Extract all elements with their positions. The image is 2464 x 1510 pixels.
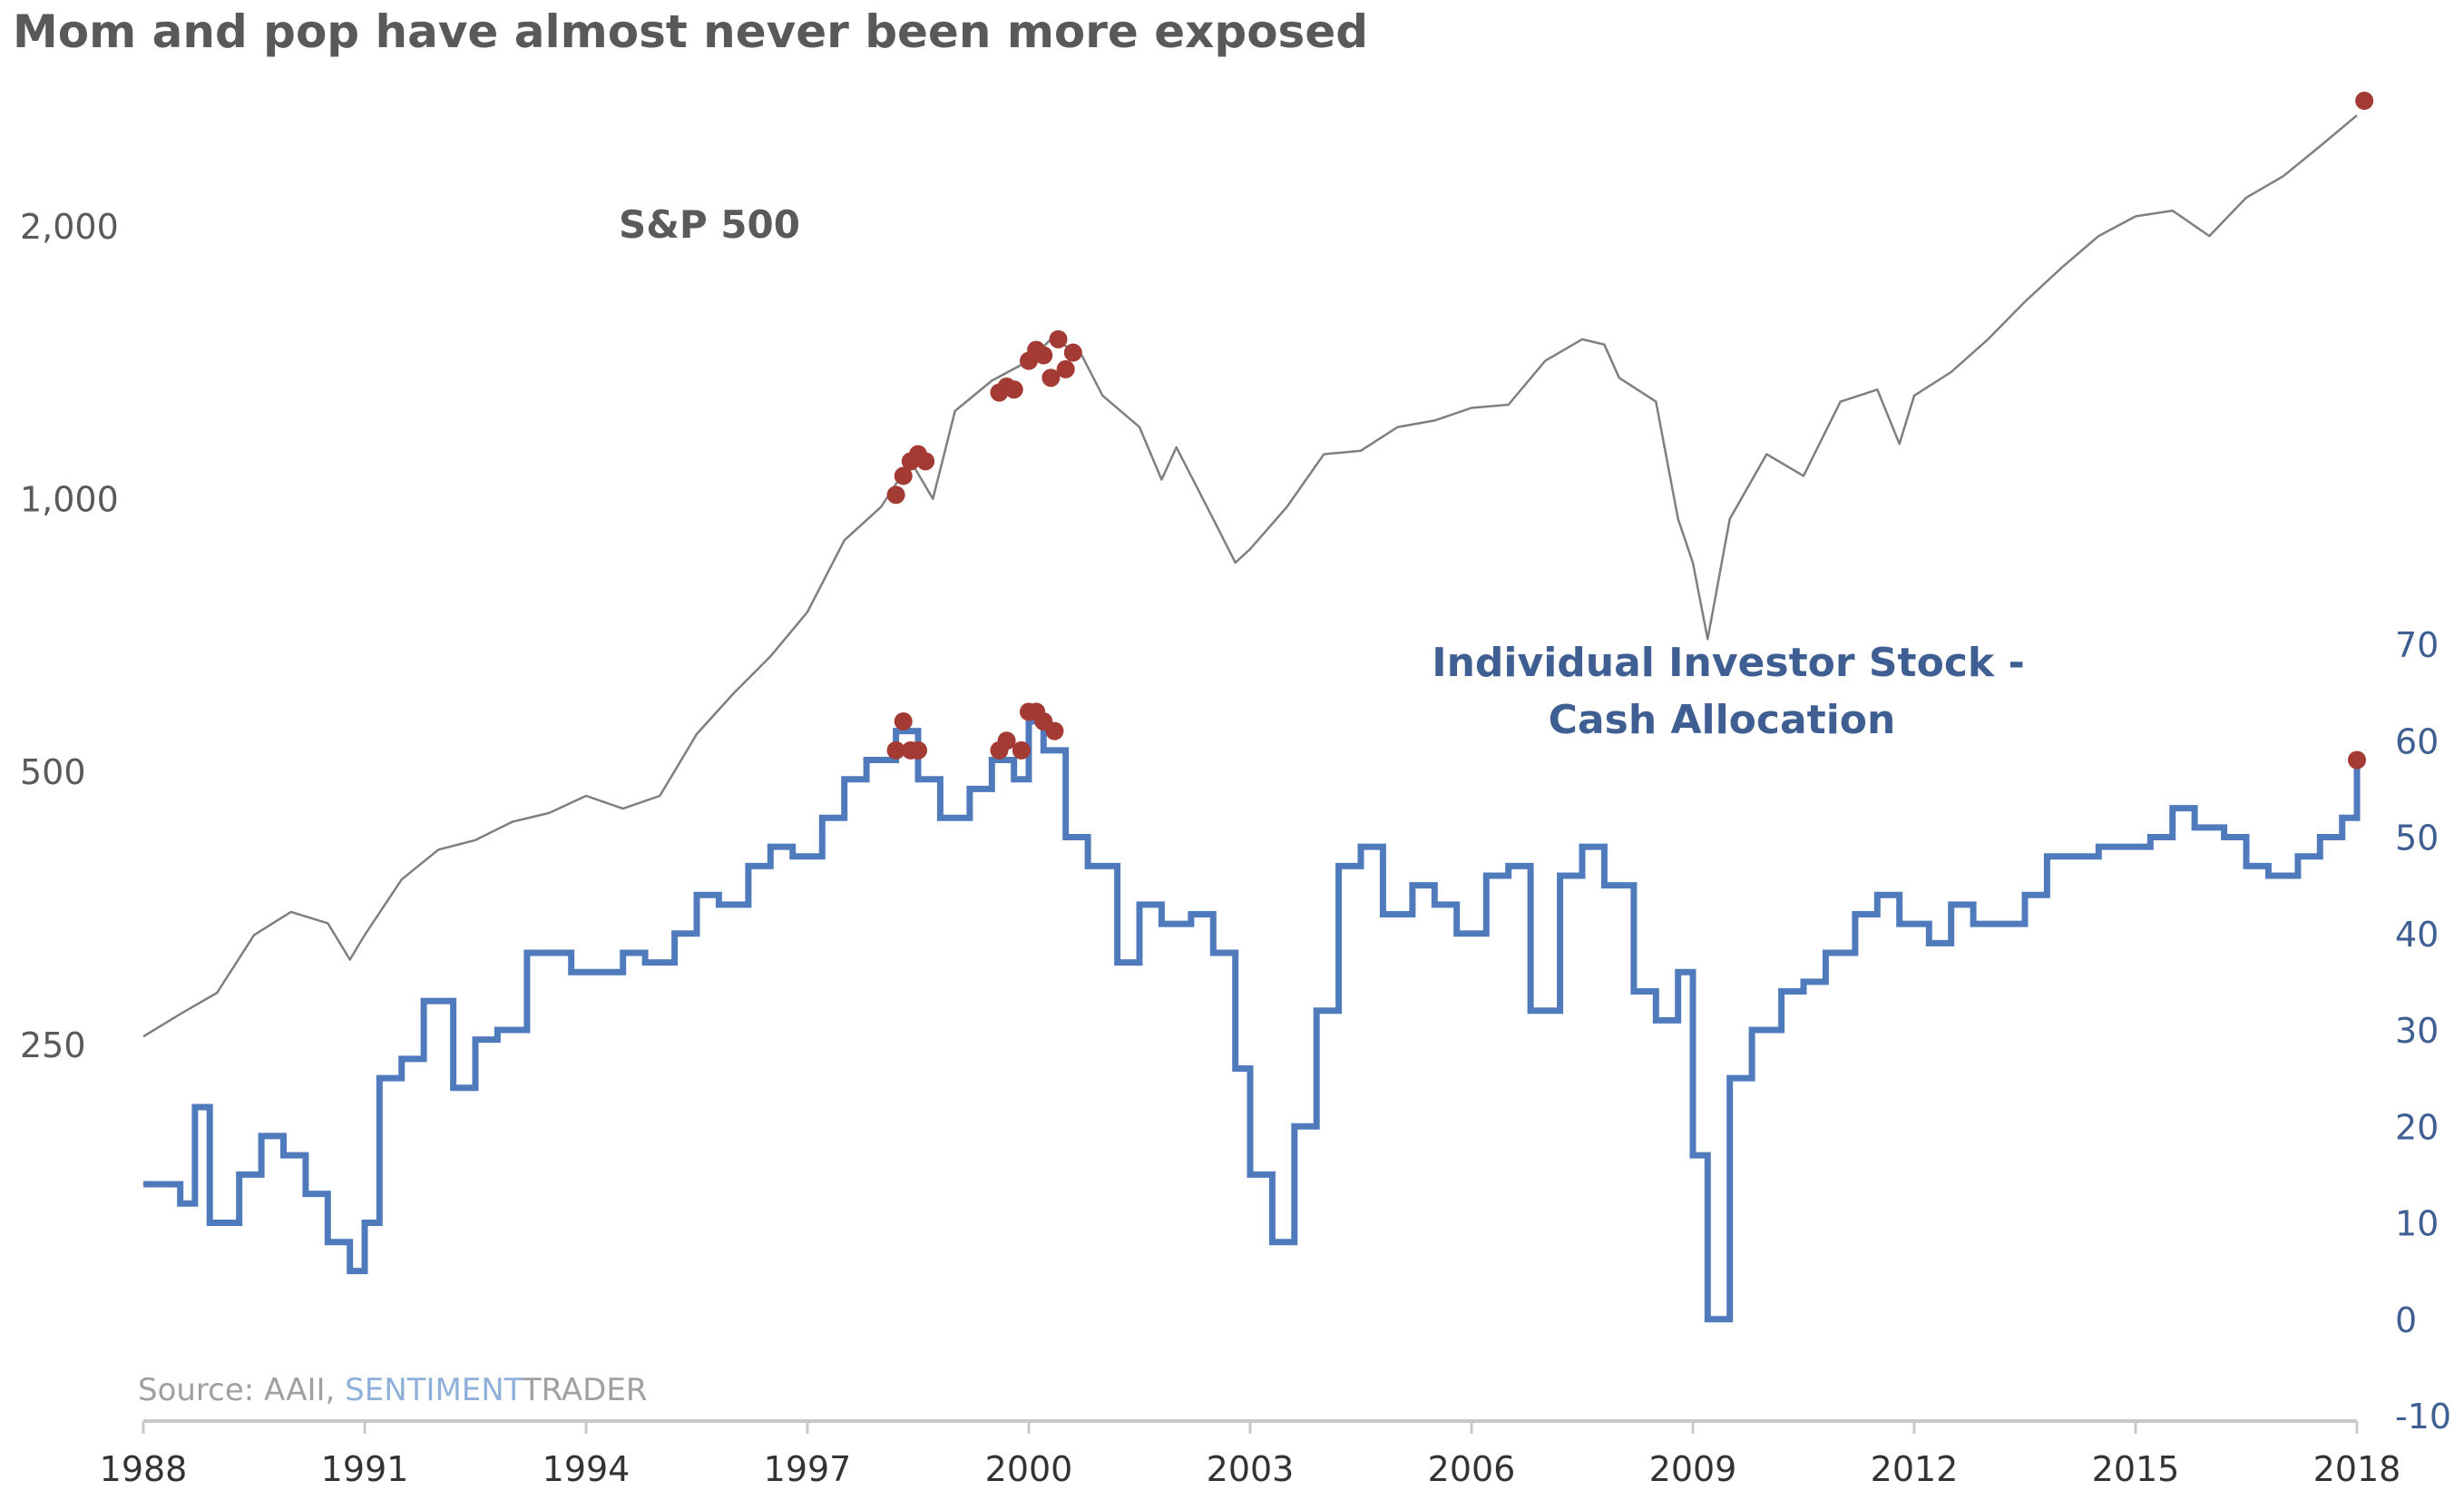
left-tick-label: 2,000 [20,207,119,247]
allocation-highlight-point [909,740,927,760]
series-layer [142,114,2361,1323]
allocation-highlight-point [1012,740,1031,760]
sp500-series-label: S&P 500 [619,202,800,247]
allocation-highlight-point [997,731,1016,750]
allocation-highlight-point [894,712,913,730]
x-tick-label: 2000 [985,1449,1073,1489]
left-tick-label: 250 [20,1025,86,1065]
x-tick-label: 1994 [543,1449,631,1489]
sp500-highlight-point [1004,380,1023,399]
allocation-highlight-point [2348,750,2366,770]
left-tick-label: 1,000 [20,480,119,520]
right-tick-label: -10 [2395,1397,2451,1436]
right-tick-label: 0 [2395,1300,2417,1340]
allocation-highlight-point [886,740,905,760]
sp500-highlight-point [1041,368,1061,387]
sp500-highlight-point [916,452,935,471]
sp500-latest-point [2355,92,2374,111]
sp500-highlight-point [1034,346,1053,365]
right-tick-label: 70 [2395,625,2439,665]
sp500-highlight-point [1063,343,1082,362]
right-tick-label: 60 [2395,721,2439,761]
highlight-markers [886,92,2374,770]
allocation-highlight-point [1045,721,1064,740]
right-tick-label: 30 [2395,1011,2439,1051]
sp500-highlight-point [1056,359,1075,378]
chart-title: Mom and pop have almost never been more … [13,5,1368,58]
right-tick-label: 40 [2395,915,2439,955]
allocation-line [143,718,2361,1323]
source-note: Source: AAII, SENTIMENTTRADER [138,1372,647,1408]
x-tick-label: 2018 [2313,1449,2401,1489]
sp500-line [142,114,2358,1038]
x-axis-ticks: 1988 1991 1994 1997 2000 2003 2006 2009 2012 2015… [100,1421,2401,1489]
right-tick-label: 50 [2395,819,2439,858]
right-tick-label: 20 [2395,1107,2439,1147]
x-tick-label: 2003 [1207,1449,1295,1489]
allocation-series-label-line2: Cash Allocation [1549,697,1896,743]
allocation-series-label-line1: Individual Investor Stock - [1432,640,2025,686]
right-axis-ticks: -10 0 10 20 30 40 50 60 70 [2395,625,2451,1436]
x-tick-label: 2006 [1428,1449,1516,1489]
x-tick-label: 2015 [2092,1449,2180,1489]
right-tick-label: 10 [2395,1204,2439,1244]
left-axis-ticks: 250 500 1,000 2,000 [20,207,119,1065]
left-tick-label: 500 [20,752,86,792]
sp500-highlight-point [886,485,905,505]
x-tick-label: 2009 [1649,1449,1737,1489]
sp500-highlight-point [894,466,913,485]
x-tick-label: 1991 [321,1449,409,1489]
x-tick-label: 1997 [764,1449,852,1489]
sp500-highlight-point [1049,329,1068,348]
x-tick-label: 1988 [100,1449,188,1489]
x-tick-label: 2012 [1871,1449,1959,1489]
